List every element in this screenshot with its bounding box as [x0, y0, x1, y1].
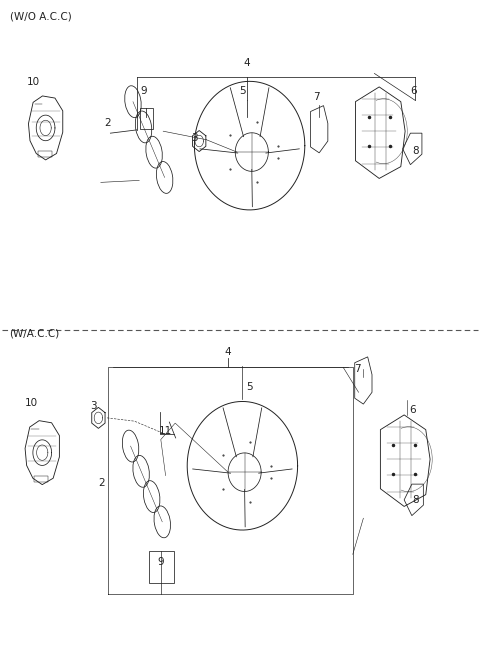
Text: 2: 2 — [105, 118, 111, 129]
Text: 2: 2 — [98, 478, 105, 488]
Bar — [149, 551, 174, 583]
Text: 3: 3 — [191, 133, 198, 143]
Text: (W/O A.C.C): (W/O A.C.C) — [10, 12, 72, 22]
Bar — [35, 476, 48, 482]
Text: 10: 10 — [27, 77, 40, 87]
Text: 4: 4 — [244, 58, 251, 68]
Text: 5: 5 — [246, 382, 253, 392]
Text: 9: 9 — [157, 558, 164, 567]
Text: 7: 7 — [313, 92, 320, 102]
Bar — [140, 108, 153, 129]
Text: 4: 4 — [225, 347, 231, 357]
Text: 10: 10 — [24, 398, 38, 408]
Text: 8: 8 — [412, 146, 419, 156]
Text: 5: 5 — [239, 87, 246, 96]
Text: 3: 3 — [90, 401, 97, 411]
Text: 8: 8 — [412, 495, 419, 505]
Text: 6: 6 — [409, 405, 416, 415]
Text: 9: 9 — [141, 87, 147, 96]
Text: 6: 6 — [410, 87, 417, 96]
Text: (W/A.C.C): (W/A.C.C) — [10, 329, 60, 338]
Text: 7: 7 — [354, 364, 361, 374]
Text: 11: 11 — [159, 426, 172, 436]
Bar — [38, 151, 52, 157]
